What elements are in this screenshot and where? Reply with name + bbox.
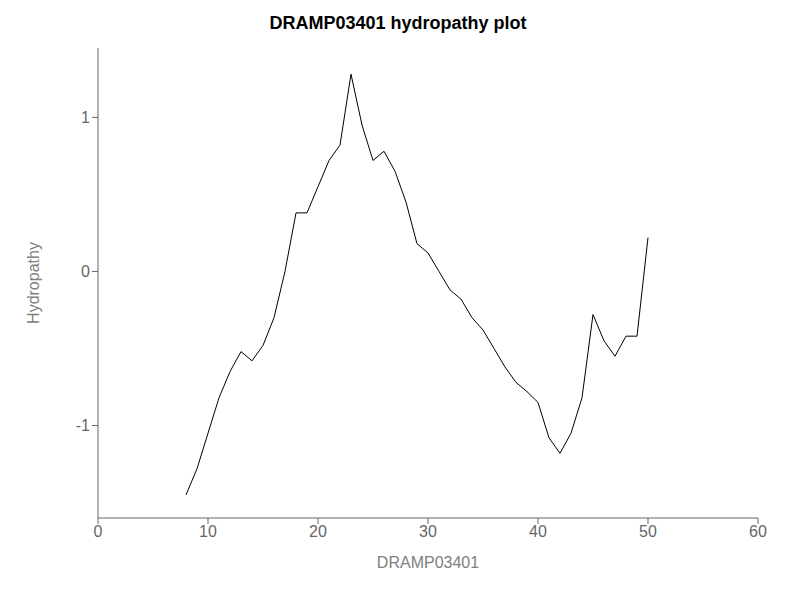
svg-text:-1: -1 xyxy=(76,417,90,434)
svg-text:0: 0 xyxy=(81,263,90,280)
svg-text:30: 30 xyxy=(419,523,437,540)
svg-text:10: 10 xyxy=(199,523,217,540)
svg-text:60: 60 xyxy=(749,523,767,540)
svg-text:Hydropathy: Hydropathy xyxy=(25,242,42,324)
svg-text:1: 1 xyxy=(81,109,90,126)
svg-text:20: 20 xyxy=(309,523,327,540)
svg-text:50: 50 xyxy=(639,523,657,540)
svg-text:DRAMP03401: DRAMP03401 xyxy=(377,554,479,571)
svg-text:0: 0 xyxy=(94,523,103,540)
html-text:DRAMP03401 hydropathy plot: DRAMP03401 hydropathy plot xyxy=(269,13,527,33)
svg-text:40: 40 xyxy=(529,523,547,540)
